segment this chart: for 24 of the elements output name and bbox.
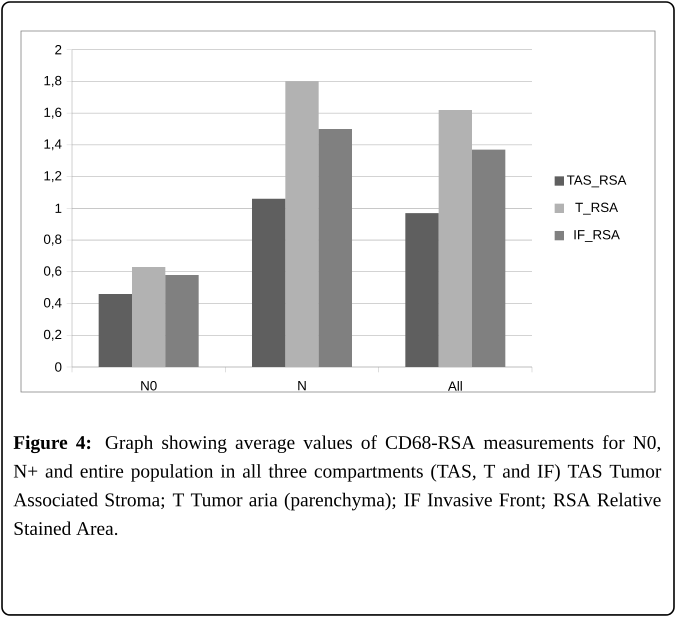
y-tick-label: 1,8 [44, 76, 62, 87]
legend-label: IF_RSA [574, 230, 620, 242]
text: Figure 4: Graph showing average values of CD68-RSA measurements for N0, N+ and entire population in all three compartments (TAS, T and IF) TAS Tumor Associated Stroma; T Tumor aria (parenchyma); IF Invasive Front; RSA Relative Stained Area. [13, 435, 662, 536]
legend-label: TAS_RSA [566, 175, 626, 188]
x-tick-label: N0 [141, 381, 157, 390]
bar [405, 213, 439, 367]
y-tick-label: 0,2 [44, 330, 62, 341]
bar [318, 128, 352, 367]
x-tick-label: All [448, 381, 462, 391]
y-tick-label: 2 [55, 45, 62, 54]
y-tick-label: 1 [56, 204, 62, 213]
y-tick-label: 1,4 [44, 139, 62, 150]
x-tick-label: N [298, 381, 306, 390]
y-tick-label: 1,2 [44, 171, 62, 182]
bar [252, 198, 286, 367]
bar [165, 274, 199, 367]
bar [472, 150, 506, 367]
y-tick-label: 0,4 [44, 298, 62, 310]
legend-label: T_RSA [575, 202, 618, 215]
y-tick-label: 0 [55, 362, 62, 372]
bar [98, 294, 132, 367]
y-tick-label: 0,6 [44, 266, 62, 278]
y-tick-label: 0,8 [44, 234, 62, 246]
y-tick-label: 1,6 [44, 108, 62, 119]
